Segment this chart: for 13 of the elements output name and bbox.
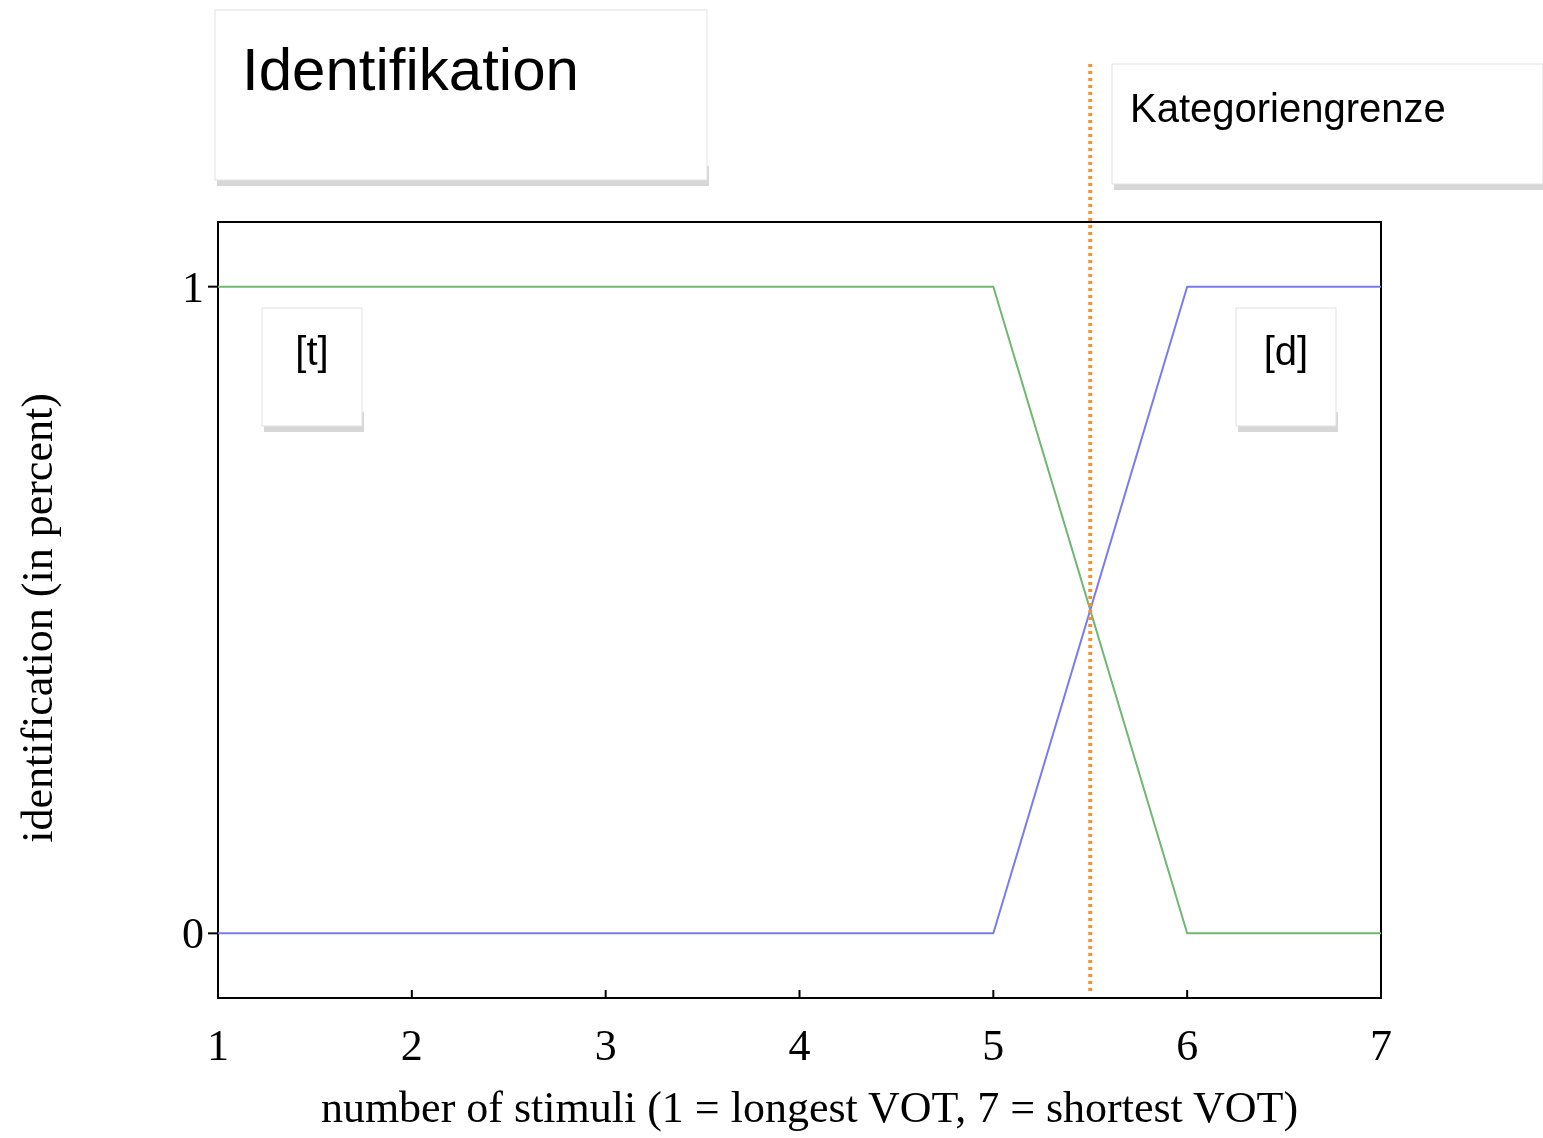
- ref-line-label: Kategoriengrenze: [1130, 86, 1446, 130]
- y-axis-title: identification (in percent): [13, 393, 62, 843]
- annotation: [t]: [295, 329, 329, 373]
- chart-title: Identifikation: [242, 36, 579, 103]
- x-axis-title: number of stimuli (1 = longest VOT, 7 = shortest VOT): [320, 1083, 1299, 1132]
- annotation: [d]: [1263, 329, 1309, 373]
- x-tick-label: 6: [1176, 1021, 1199, 1070]
- x-tick-label: 5: [982, 1021, 1005, 1070]
- x-tick-label: 2: [400, 1021, 423, 1070]
- y-tick-label: 0: [182, 909, 204, 959]
- x-tick-label: 7: [1370, 1021, 1392, 1070]
- x-tick-label: 3: [594, 1021, 617, 1070]
- x-tick-label: 4: [788, 1021, 811, 1070]
